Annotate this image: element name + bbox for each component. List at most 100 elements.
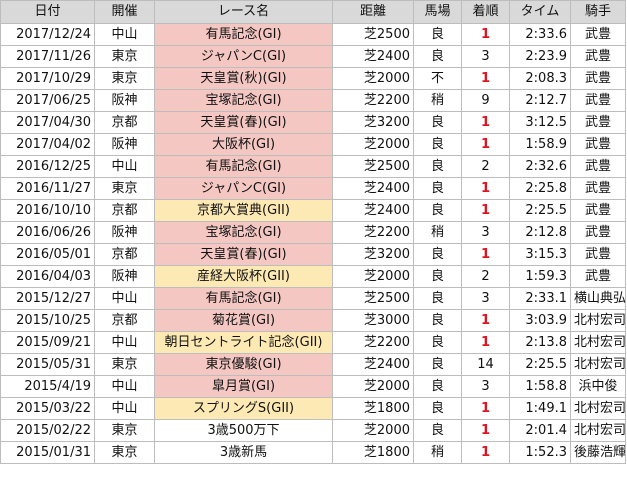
cell-venue: 中山 (94, 23, 155, 46)
cell-jockey: 武豊 (570, 199, 626, 222)
cell-time: 1:59.3 (509, 265, 571, 288)
cell-place: 3 (461, 221, 510, 244)
cell-distance: 芝2000 (332, 67, 414, 90)
cell-distance: 芝2400 (332, 199, 414, 222)
cell-venue: 東京 (94, 353, 155, 376)
cell-date: 2015/10/25 (0, 309, 95, 332)
cell-going: 良 (413, 111, 462, 134)
cell-place: 14 (461, 353, 510, 376)
cell-time: 2:12.7 (509, 89, 571, 112)
cell-race-name: 有馬記念(GI) (154, 155, 333, 178)
cell-jockey: 武豊 (570, 111, 626, 134)
table-body: 2017/12/24 中山 有馬記念(GI) 芝2500 良 1 2:33.6 武豊 2017/… (0, 23, 626, 464)
table-row: 2017/10/29 東京 天皇賞(秋)(GI) 芝2000 不 1 2:08.3 武豊 (0, 67, 626, 90)
table-row: 2015/4/19 中山 皐月賞(GI) 芝2000 良 3 1:58.8 浜中俊 (0, 375, 626, 398)
cell-time: 2:33.1 (509, 287, 571, 310)
cell-going: 良 (413, 177, 462, 200)
cell-distance: 芝3200 (332, 111, 414, 134)
table-row: 2017/04/30 京都 天皇賞(春)(GI) 芝3200 良 1 3:12.5 武豊 (0, 111, 626, 134)
cell-distance: 芝3000 (332, 309, 414, 332)
cell-time: 2:08.3 (509, 67, 571, 90)
cell-date: 2017/11/26 (0, 45, 95, 68)
cell-time: 2:25.5 (509, 353, 571, 376)
cell-going: 良 (413, 155, 462, 178)
cell-distance: 芝2000 (332, 419, 414, 442)
cell-venue: 京都 (94, 243, 155, 266)
table-row: 2016/06/26 阪神 宝塚記念(GI) 芝2200 稍 3 2:12.8 武豊 (0, 221, 626, 244)
cell-race-name: 京都大賞典(GII) (154, 199, 333, 222)
cell-race-name: 皐月賞(GI) (154, 375, 333, 398)
cell-place: 1 (461, 177, 510, 200)
cell-jockey: 後藤浩輝 (570, 441, 626, 464)
table-row: 2016/12/25 中山 有馬記念(GI) 芝2500 良 2 2:32.6 武豊 (0, 155, 626, 178)
cell-time: 3:15.3 (509, 243, 571, 266)
col-header-date: 日付 (0, 0, 95, 24)
cell-distance: 芝2200 (332, 89, 414, 112)
cell-place: 3 (461, 287, 510, 310)
cell-distance: 芝2400 (332, 45, 414, 68)
cell-venue: 中山 (94, 331, 155, 354)
cell-place: 1 (461, 419, 510, 442)
cell-going: 良 (413, 309, 462, 332)
cell-time: 2:13.8 (509, 331, 571, 354)
cell-going: 良 (413, 397, 462, 420)
cell-place: 1 (461, 67, 510, 90)
cell-distance: 芝2500 (332, 287, 414, 310)
cell-venue: 京都 (94, 309, 155, 332)
cell-going: 良 (413, 199, 462, 222)
cell-going: 稍 (413, 441, 462, 464)
cell-time: 2:12.8 (509, 221, 571, 244)
cell-distance: 芝2400 (332, 353, 414, 376)
cell-race-name: 宝塚記念(GI) (154, 221, 333, 244)
cell-going: 稍 (413, 221, 462, 244)
cell-jockey: 北村宏司 (570, 331, 626, 354)
col-header-race: レース名 (154, 0, 333, 24)
cell-jockey: 武豊 (570, 221, 626, 244)
cell-venue: 阪神 (94, 221, 155, 244)
cell-place: 3 (461, 45, 510, 68)
col-header-jockey: 騎手 (570, 0, 626, 24)
col-header-time: タイム (509, 0, 571, 24)
cell-jockey: 北村宏司 (570, 419, 626, 442)
cell-date: 2017/12/24 (0, 23, 95, 46)
cell-time: 1:52.3 (509, 441, 571, 464)
cell-time: 2:25.5 (509, 199, 571, 222)
cell-race-name: 宝塚記念(GI) (154, 89, 333, 112)
cell-race-name: 大阪杯(GI) (154, 133, 333, 156)
cell-race-name: 天皇賞(春)(GI) (154, 243, 333, 266)
cell-distance: 芝2000 (332, 265, 414, 288)
cell-distance: 芝2500 (332, 23, 414, 46)
col-header-place: 着順 (461, 0, 510, 24)
cell-going: 良 (413, 243, 462, 266)
cell-venue: 東京 (94, 419, 155, 442)
cell-going: 良 (413, 353, 462, 376)
cell-distance: 芝2200 (332, 331, 414, 354)
cell-jockey: 武豊 (570, 265, 626, 288)
cell-date: 2017/10/29 (0, 67, 95, 90)
cell-place: 1 (461, 331, 510, 354)
cell-venue: 阪神 (94, 133, 155, 156)
col-header-going: 馬場 (413, 0, 462, 24)
header-row: 日付 開催 レース名 距離 馬場 着順 タイム 騎手 (0, 0, 626, 24)
cell-venue: 京都 (94, 111, 155, 134)
cell-going: 不 (413, 67, 462, 90)
table-row: 2016/05/01 京都 天皇賞(春)(GI) 芝3200 良 1 3:15.3 武豊 (0, 243, 626, 266)
cell-race-name: 有馬記念(GI) (154, 23, 333, 46)
cell-date: 2017/06/25 (0, 89, 95, 112)
cell-date: 2015/05/31 (0, 353, 95, 376)
cell-date: 2015/09/21 (0, 331, 95, 354)
cell-place: 1 (461, 309, 510, 332)
cell-going: 良 (413, 23, 462, 46)
cell-venue: 中山 (94, 287, 155, 310)
cell-date: 2016/12/25 (0, 155, 95, 178)
cell-jockey: 武豊 (570, 155, 626, 178)
cell-place: 2 (461, 155, 510, 178)
cell-race-name: 天皇賞(春)(GI) (154, 111, 333, 134)
cell-jockey: 武豊 (570, 177, 626, 200)
cell-date: 2017/04/30 (0, 111, 95, 134)
table-row: 2015/05/31 東京 東京優駿(GI) 芝2400 良 14 2:25.5 北村宏司 (0, 353, 626, 376)
col-header-distance: 距離 (332, 0, 414, 24)
cell-venue: 阪神 (94, 89, 155, 112)
table-row: 2016/10/10 京都 京都大賞典(GII) 芝2400 良 1 2:25.5 武豊 (0, 199, 626, 222)
cell-time: 2:01.4 (509, 419, 571, 442)
